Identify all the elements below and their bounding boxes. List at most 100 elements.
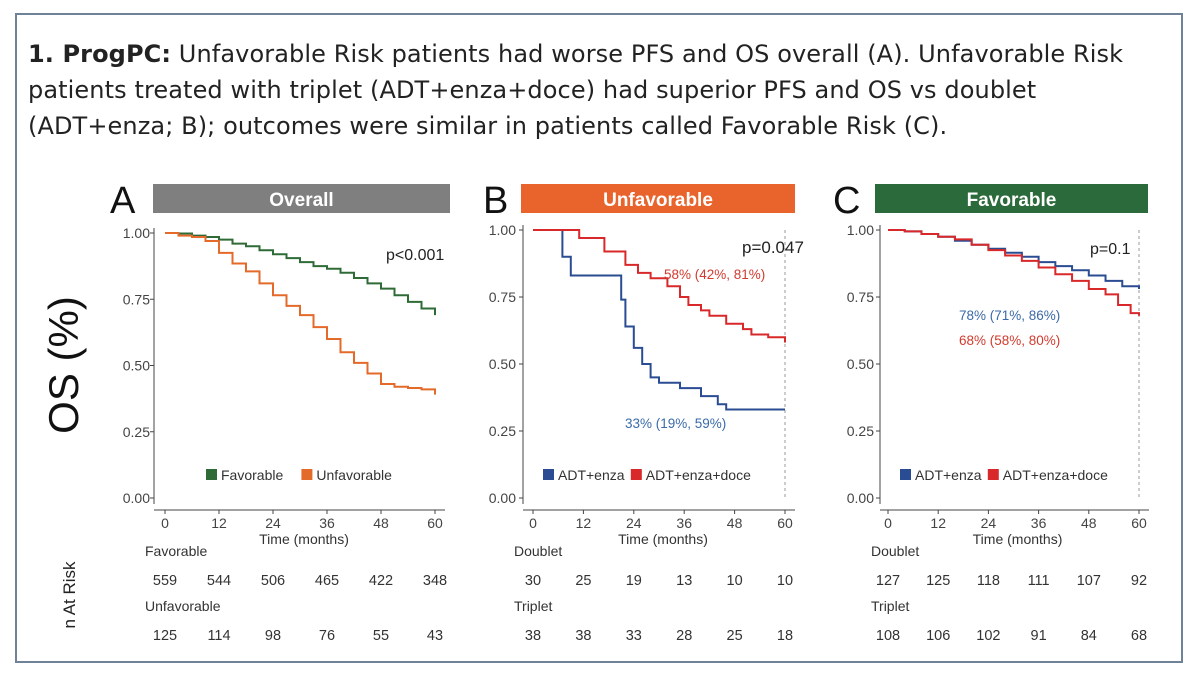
risk-count: 19 [626,573,642,589]
survival-annotation-1: 68% (58%, 80%) [959,333,1060,348]
risk-count: 84 [1081,628,1097,644]
y-tick-label: 1.00 [847,222,874,238]
panel-c: C Favorable 0.00 0.25 0.50 0.75 1.00 0 12 24 36 48 6… [833,180,1149,644]
p-value: p=0.1 [1090,241,1131,258]
x-tick-label: 12 [930,515,946,531]
panel-header-bar [521,184,795,213]
x-tick-label: 60 [427,515,443,531]
y-axis-title: OS (%) [40,296,87,434]
risk-count: 107 [1077,573,1101,589]
panel-title: Overall [269,190,333,211]
x-tick-label: 0 [529,515,537,531]
x-tick-label: 36 [676,515,692,531]
y-tick-label: 0.50 [489,356,516,372]
legend-label: ADT+enza [915,467,982,483]
risk-count: 506 [261,573,285,589]
panel-letter: B [483,180,508,222]
y-tick-label: 0.00 [847,490,874,506]
legend-label: Favorable [221,467,283,483]
risk-count: 111 [1028,573,1050,589]
x-tick-label: 60 [777,515,793,531]
risk-count: 422 [369,573,393,589]
x-tick-label: 12 [576,515,592,531]
risk-count: 102 [976,628,1000,644]
legend-swatch [987,469,999,480]
series-line-1 [888,229,1140,316]
x-axis-title: Time (months) [259,531,349,547]
series-line-0 [533,229,785,411]
x-tick-label: 48 [1081,515,1097,531]
legend-swatch [900,469,911,480]
risk-count: 92 [1131,573,1147,589]
risk-count: 25 [727,628,743,644]
x-axis-title: Time (months) [973,531,1063,547]
series-line-1 [533,229,786,343]
x-tick-label: 48 [727,515,743,531]
risk-count: 30 [525,573,541,589]
survival-annotation-0: 78% (71%, 86%) [959,308,1060,323]
legend-swatch [543,469,554,480]
risk-count: 33 [626,628,642,644]
risk-count: 108 [876,628,900,644]
risk-count: 76 [319,628,335,644]
risk-count: 28 [676,628,692,644]
risk-count: 106 [926,628,950,644]
y-tick-label: 0.50 [847,356,874,372]
risk-count: 127 [876,573,900,589]
survival-annotation-1: 58% (42%, 81%) [664,267,765,282]
p-value: p<0.001 [386,247,444,264]
legend-swatch [301,469,313,480]
legend-swatch [206,469,217,480]
risk-count: 559 [153,573,177,589]
x-axis-title: Time (months) [618,531,708,547]
survival-annotation-0: 33% (19%, 59%) [625,416,726,431]
risk-count: 10 [727,573,743,589]
x-tick-label: 36 [1031,515,1047,531]
series-line-1 [165,232,436,395]
y-tick-label: 0.50 [123,358,150,374]
x-tick-label: 48 [373,515,389,531]
panel-a: A Overall 0.00 0.25 0.50 0.75 1.00 0 12 24 36 48 60 T… [110,180,450,644]
risk-count: 348 [423,573,447,589]
y-tick-label: 0.25 [847,423,874,439]
panel-b: B Unfavorable 0.00 0.25 0.50 0.75 1.00 0 12 24 36 4… [483,180,804,644]
y-tick-label: 0.00 [489,490,516,506]
risk-count: 10 [777,573,793,589]
risk-count: 13 [676,573,692,589]
x-tick-label: 24 [981,515,997,531]
risk-count: 38 [525,628,541,644]
panel-letter: A [110,180,136,222]
panel-header-bar [875,184,1148,213]
y-tick-label: 0.25 [123,424,150,440]
risk-group-label: Doublet [514,543,562,559]
risk-table-title: n At Risk [60,561,79,629]
x-tick-label: 0 [161,515,169,531]
x-tick-label: 60 [1131,515,1147,531]
x-tick-label: 12 [211,515,227,531]
risk-count: 98 [265,628,281,644]
risk-count: 91 [1031,628,1047,644]
risk-group-label: Unfavorable [145,598,221,614]
risk-count: 25 [575,573,591,589]
y-tick-label: 0.75 [489,289,516,305]
y-tick-label: 0.25 [489,423,516,439]
y-tick-label: 0.75 [847,289,874,305]
caption-text: Unfavorable Risk patients had worse PFS … [28,40,1124,140]
series-line-0 [165,232,436,316]
risk-group-label: Triplet [514,598,552,614]
y-tick-label: 0.00 [123,490,150,506]
panel-title: Favorable [967,190,1057,211]
risk-count: 125 [153,628,177,644]
legend-label: ADT+enza+doce [646,467,751,483]
series-line-0 [888,229,1140,289]
risk-count: 125 [926,573,950,589]
risk-count: 118 [977,573,1000,589]
panel-header-bar [153,184,450,213]
panel-title: Unfavorable [603,190,713,211]
risk-count: 43 [427,628,443,644]
y-tick-label: 1.00 [489,222,516,238]
caption-heading: 1. ProgPC: [28,40,172,68]
panel-letter: C [833,180,860,222]
x-tick-label: 24 [265,515,281,531]
